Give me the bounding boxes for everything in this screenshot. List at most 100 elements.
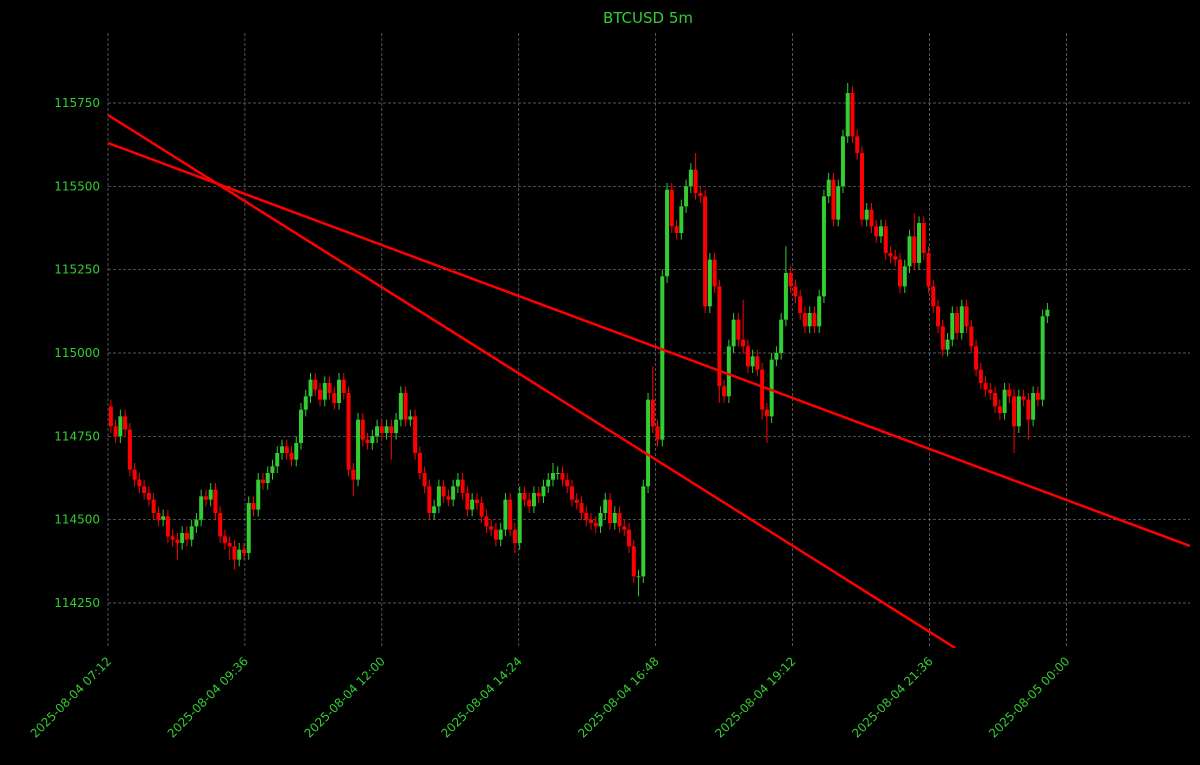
candle-body bbox=[712, 259, 717, 287]
candle-body bbox=[527, 499, 532, 507]
candle-body bbox=[959, 306, 964, 333]
candle-body bbox=[741, 339, 746, 347]
candle-body bbox=[1002, 389, 1007, 413]
candle-body bbox=[180, 533, 185, 543]
candle-body bbox=[798, 296, 803, 313]
candle-body bbox=[118, 416, 123, 437]
candle-body bbox=[493, 529, 498, 540]
trend-line bbox=[108, 141, 1190, 548]
x-tick-label: 2025-08-05 00:00 bbox=[986, 654, 1072, 740]
candle-body bbox=[793, 286, 798, 297]
candle-body bbox=[284, 446, 289, 453]
candle-body bbox=[208, 489, 213, 500]
candle-body bbox=[308, 379, 313, 397]
candle-body bbox=[598, 513, 603, 527]
candle-body bbox=[755, 356, 760, 370]
candle-body bbox=[859, 153, 864, 220]
candle-body bbox=[512, 529, 517, 543]
candle-body bbox=[726, 346, 731, 397]
candle-body bbox=[646, 399, 651, 487]
trend-line bbox=[108, 113, 956, 648]
candle-body bbox=[403, 393, 408, 420]
candle-body bbox=[146, 493, 151, 500]
candle-body bbox=[318, 389, 323, 400]
candle-body bbox=[165, 516, 170, 537]
candle-body bbox=[717, 286, 722, 387]
candle-body bbox=[142, 486, 147, 493]
candle-body bbox=[370, 436, 375, 443]
candle-body bbox=[127, 429, 132, 470]
candle-body bbox=[807, 313, 812, 327]
candle-body bbox=[612, 513, 617, 523]
candle-body bbox=[113, 426, 118, 437]
candle-body bbox=[850, 93, 855, 137]
candle-body bbox=[593, 523, 598, 527]
candle-body bbox=[222, 536, 227, 543]
candle-body bbox=[1012, 396, 1017, 427]
candle-body bbox=[660, 276, 665, 440]
candle-body bbox=[465, 493, 470, 510]
candle-body bbox=[427, 486, 432, 513]
y-tick-label: 115750 bbox=[54, 96, 100, 110]
candle-body bbox=[327, 383, 332, 393]
candle-body bbox=[983, 383, 988, 390]
candle-body bbox=[931, 286, 936, 307]
candle-body bbox=[175, 539, 180, 543]
candle-body bbox=[745, 346, 750, 367]
candle-body bbox=[313, 379, 318, 390]
y-tick-label: 115500 bbox=[54, 179, 100, 193]
candle-body bbox=[517, 493, 522, 543]
candle-body bbox=[674, 226, 679, 233]
candle-body bbox=[878, 226, 883, 237]
candle-body bbox=[560, 473, 565, 480]
candle-body bbox=[156, 513, 161, 520]
candle-body bbox=[299, 409, 304, 443]
candle-body bbox=[888, 253, 893, 257]
candle-body bbox=[688, 169, 693, 187]
candle-body bbox=[546, 479, 551, 487]
x-tick-label: 2025-08-04 19:12 bbox=[712, 654, 798, 740]
candle-body bbox=[137, 479, 142, 487]
candle-body bbox=[584, 513, 589, 520]
y-tick-label: 115000 bbox=[54, 346, 100, 360]
candle-body bbox=[322, 383, 327, 400]
y-tick-label: 114500 bbox=[54, 513, 100, 527]
candle-body bbox=[251, 503, 256, 510]
candle-body bbox=[836, 186, 841, 220]
x-tick-label: 2025-08-04 12:00 bbox=[302, 654, 388, 740]
candle-body bbox=[260, 479, 265, 483]
candle-body bbox=[636, 576, 641, 578]
candle-body bbox=[227, 543, 232, 547]
candle-body bbox=[213, 489, 218, 513]
candle-body bbox=[256, 479, 261, 510]
candle-body bbox=[731, 319, 736, 347]
candle-body bbox=[574, 499, 579, 503]
candle-body bbox=[802, 313, 807, 327]
candle-body bbox=[997, 406, 1002, 413]
candle-body bbox=[275, 453, 280, 467]
candles bbox=[108, 83, 1050, 597]
candle-body bbox=[398, 393, 403, 420]
candle-body bbox=[356, 419, 361, 480]
candle-body bbox=[455, 479, 460, 487]
candle-body bbox=[622, 526, 627, 530]
candle-body bbox=[203, 496, 208, 500]
candle-body bbox=[940, 326, 945, 350]
candle-body bbox=[375, 426, 380, 437]
candle-body bbox=[945, 339, 950, 350]
candle-body bbox=[693, 169, 698, 193]
candle-body bbox=[655, 426, 660, 440]
candle-body bbox=[265, 473, 270, 483]
candle-body bbox=[855, 136, 860, 153]
candle-body bbox=[955, 313, 960, 333]
candle-body bbox=[441, 486, 446, 497]
candle-body bbox=[436, 486, 441, 507]
candle-body bbox=[237, 549, 242, 560]
candle-body bbox=[812, 313, 817, 327]
candle-body bbox=[969, 326, 974, 347]
candle-body bbox=[531, 493, 536, 507]
candle-body bbox=[783, 273, 788, 320]
candle-body bbox=[536, 493, 541, 497]
candle-body bbox=[194, 519, 199, 527]
